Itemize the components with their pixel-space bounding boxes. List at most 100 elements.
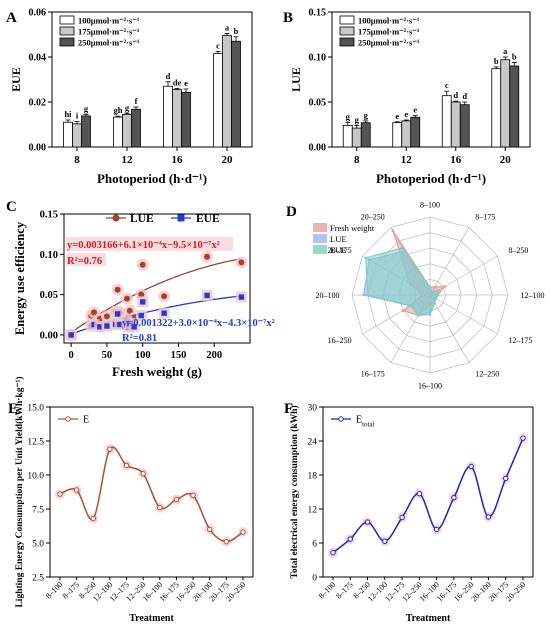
point-eue xyxy=(114,311,121,317)
significance-letter: g xyxy=(125,102,130,112)
x-tick-label: 8–175 xyxy=(334,580,355,601)
significance-letter: a xyxy=(225,22,230,32)
y-axis-label: LUE xyxy=(289,67,303,92)
panel-letter-d: D xyxy=(286,204,297,220)
x-tick-label: 200 xyxy=(206,350,222,361)
radar-axis-label: 8–250 xyxy=(508,246,528,255)
bar-1 xyxy=(72,123,82,148)
y-tick-label: 24 xyxy=(308,438,318,448)
significance-letter: a xyxy=(503,46,508,56)
data-point xyxy=(330,549,336,556)
plot-frame xyxy=(63,213,251,344)
point-eue xyxy=(104,323,110,329)
point-lue xyxy=(126,307,133,314)
y-tick-label: 0.05 xyxy=(309,98,327,109)
data-point xyxy=(123,462,130,469)
x-tick-label: 8–100 xyxy=(317,580,338,601)
significance-letter: e xyxy=(184,78,188,88)
legend-label: Fresh weight xyxy=(330,223,375,233)
radar-point xyxy=(428,310,432,314)
bar-1 xyxy=(450,101,461,148)
point-eue xyxy=(161,310,167,316)
x-tick-label: 16 xyxy=(450,154,462,166)
point-eue xyxy=(117,321,123,328)
bar-2 xyxy=(181,91,191,148)
radar-axis-label: 20–250 xyxy=(361,213,385,222)
data-point xyxy=(485,514,492,520)
significance-letter: g xyxy=(364,110,369,120)
legend-label: 250μmol·m⁻²·s⁻¹ xyxy=(78,38,140,48)
x-tick-label: 16 xyxy=(172,154,184,166)
data-point xyxy=(520,435,526,441)
radar-point xyxy=(366,293,369,297)
point-lue xyxy=(161,293,168,300)
equation-highlight xyxy=(66,237,233,251)
bar-1 xyxy=(122,113,132,148)
y-tick-label: 18 xyxy=(308,472,318,482)
panel-e-line-chart: 2.55.07.510.012.515.08–1008–1758–25012–1… xyxy=(14,376,254,624)
legend-swatch xyxy=(339,37,355,47)
y-tick-label: 0.15 xyxy=(40,210,58,221)
radar-area-2 xyxy=(365,247,439,316)
bar-0 xyxy=(392,122,403,148)
legend-marker xyxy=(338,416,344,422)
legend-swatch xyxy=(59,15,75,25)
x-axis-label: Treatment xyxy=(406,613,451,624)
y-tick-label: 5.0 xyxy=(32,540,44,550)
y-tick-label: 0.00 xyxy=(40,330,58,341)
data-point xyxy=(157,504,163,511)
radar-point xyxy=(364,256,368,260)
r2-lue: R²=0.76 xyxy=(67,256,102,267)
point-lue xyxy=(123,295,130,302)
legend-swatch xyxy=(313,234,327,243)
x-tick-label: 0 xyxy=(69,350,74,361)
data-point xyxy=(503,475,509,482)
radar-point xyxy=(430,290,434,294)
equation-eue: y=0.001322+3.0×10⁻⁴x−4.3×10⁻⁷x² xyxy=(122,318,275,329)
panel-letter-a: A xyxy=(6,10,17,26)
radar-point xyxy=(433,285,437,289)
data-point xyxy=(140,470,146,477)
significance-letter: g xyxy=(355,114,360,124)
significance-letter: g xyxy=(84,104,89,114)
bar-0 xyxy=(491,68,502,148)
plot-frame xyxy=(51,11,253,148)
significance-letter: b xyxy=(234,26,239,36)
point-eue xyxy=(91,321,97,328)
y-tick-label: 0.15 xyxy=(309,8,327,19)
point-eue xyxy=(238,294,245,300)
radar-point xyxy=(428,313,432,316)
y-tick-label: 0.02 xyxy=(29,98,47,109)
bar-0 xyxy=(213,53,223,148)
point-lue xyxy=(204,253,211,260)
x-tick-label: 8–100 xyxy=(44,580,65,601)
point-eue xyxy=(139,299,146,305)
significance-letter: e xyxy=(395,111,399,121)
y-tick-label: 0.00 xyxy=(309,143,327,154)
data-point xyxy=(240,529,246,535)
data-point xyxy=(382,538,388,544)
radar-point xyxy=(401,246,405,250)
x-tick-label: 12 xyxy=(401,154,413,166)
y-tick-label: 12.5 xyxy=(27,438,44,448)
legend-marker-eue xyxy=(177,214,185,222)
y-tick-label: 0 xyxy=(312,574,317,584)
panel-c-scatter-chart: 0 50 100 150 200 0.00 0.05 0.10 0.15 LUE EUE y=0.00… xyxy=(13,210,275,380)
y-axis-label: Energy use efficiency xyxy=(13,221,27,335)
legend-swatch xyxy=(59,37,75,47)
plot-frame xyxy=(322,406,534,578)
plot-frame xyxy=(331,11,531,148)
significance-letter: i xyxy=(76,111,79,121)
y-tick-label: 0.10 xyxy=(309,53,327,64)
significance-letter: b xyxy=(512,51,517,61)
legend-label: LUE xyxy=(330,234,347,244)
x-tick-label: 8 xyxy=(354,154,360,166)
x-tick-label: 100 xyxy=(135,350,151,361)
point-lue xyxy=(91,309,98,316)
y-tick-label: 6 xyxy=(312,540,317,550)
radar-point xyxy=(428,285,432,289)
x-axis-label: Treatment xyxy=(129,613,174,624)
significance-letter: e xyxy=(404,109,408,119)
significance-letter: f xyxy=(135,96,138,106)
bar-0 xyxy=(342,125,353,148)
